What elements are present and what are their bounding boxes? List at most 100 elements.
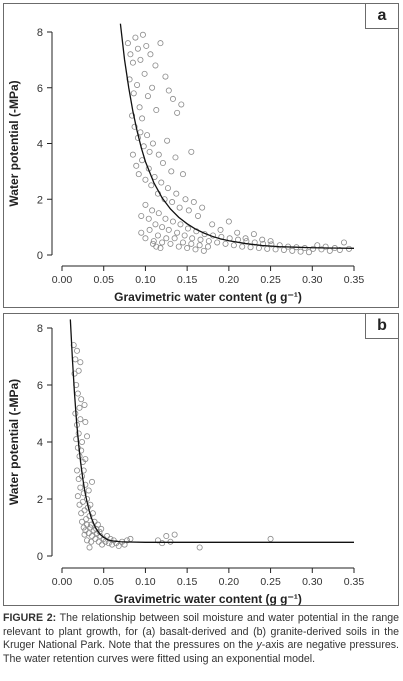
chart-b-x-axis-label: Gravimetric water content (g g⁻¹) — [114, 592, 302, 605]
chart-b-svg: 0 2 4 6 8 0.00 0.05 0.10 0.15 0.20 0.25 0.30 0.35 Gra… — [7, 319, 365, 605]
chart-a-data-point — [149, 207, 156, 214]
chart-b-y-tick-label: 4 — [37, 437, 43, 449]
chart-a-data-point — [129, 151, 136, 158]
chart-a-data-point — [336, 246, 343, 253]
chart-b-y-tick-label: 6 — [37, 380, 43, 392]
chart-a-data-point — [142, 201, 149, 208]
chart-a-data-point — [164, 137, 171, 144]
chart-a-data-point — [189, 235, 196, 242]
chart-b-data-point — [78, 510, 85, 517]
chart-b-data-point — [76, 404, 83, 411]
chart-b-data-point — [78, 447, 85, 454]
chart-a-data-point — [136, 104, 143, 111]
chart-a-data-point — [184, 225, 191, 232]
chart-b-data-point — [159, 540, 166, 547]
chart-b-data-point — [81, 531, 88, 538]
chart-a-data-point — [177, 221, 184, 228]
chart-panel-a: a 0 2 4 6 8 0.00 0.05 0.10 0.15 0.20 0.25 0.30 0.35 G… — [3, 3, 399, 308]
chart-a-data-point — [131, 123, 138, 130]
chart-a-data-point — [239, 243, 246, 250]
chart-a-data-point — [133, 162, 140, 169]
chart-a-data-point — [260, 240, 267, 247]
chart-a-x-tick-label: 0.10 — [135, 274, 156, 286]
chart-a-data-point — [171, 235, 178, 242]
chart-a-data-point — [155, 210, 162, 217]
chart-b-data-point — [74, 347, 81, 354]
chart-b-data-point — [74, 390, 81, 397]
chart-a-fitted-curve — [119, 23, 355, 249]
chart-a-data-point — [134, 45, 141, 52]
chart-b-data-point — [72, 356, 79, 363]
chart-b-x-tick-label: 0.05 — [93, 576, 114, 588]
chart-a-data-point — [190, 199, 197, 206]
chart-a-x-tick-label: 0.00 — [52, 274, 73, 286]
chart-a-x-tick-label: 0.25 — [260, 274, 281, 286]
chart-b-fitted-curve — [69, 319, 354, 543]
chart-a-data-point — [137, 129, 144, 136]
chart-a-data-point — [205, 238, 212, 245]
chart-a-data-point — [326, 247, 333, 254]
chart-a-data-point — [155, 151, 162, 158]
chart-b-data-point — [102, 538, 109, 545]
chart-b-x-tick-label: 0.35 — [344, 576, 365, 588]
chart-a-data-point — [204, 243, 211, 250]
caption-italic: y — [256, 639, 262, 652]
chart-a-data-point — [146, 148, 153, 155]
chart-a-data-point — [297, 248, 304, 255]
chart-a-x-tick-label: 0.20 — [219, 274, 240, 286]
chart-b-data-point — [94, 521, 101, 528]
chart-b-x-tick-label: 0.15 — [177, 576, 198, 588]
chart-b-data-point — [88, 538, 95, 545]
caption-text-1: The relationship between soil moisture a… — [3, 612, 400, 652]
chart-a-data-point — [268, 241, 275, 248]
chart-a-data-point — [167, 240, 174, 247]
chart-a-data-point — [267, 238, 274, 245]
chart-a-data-point — [209, 221, 216, 228]
chart-a-data-point — [179, 171, 186, 178]
chart-a-data-point — [139, 115, 146, 122]
chart-b-data-point — [99, 541, 106, 548]
chart-a-data-point — [192, 246, 199, 253]
chart-a-data-point — [174, 109, 181, 116]
chart-a-data-point — [163, 235, 170, 242]
chart-a-x-tick-label: 0.30 — [302, 274, 323, 286]
chart-b-data-point — [86, 544, 93, 551]
chart-a-data-point — [214, 239, 221, 246]
chart-a-data-point — [137, 56, 144, 63]
chart-a-data-point — [188, 240, 195, 247]
chart-b-data-point — [74, 493, 81, 500]
chart-a-svg: 0 2 4 6 8 0.00 0.05 0.10 0.15 0.20 0.25 0.30 0.35 Gra… — [7, 23, 364, 304]
chart-a-data-point — [184, 245, 191, 252]
chart-a-data-point — [247, 244, 254, 251]
chart-b-y-tick-label: 2 — [37, 494, 43, 506]
chart-a-data-point — [217, 226, 224, 233]
chart-a-data-point — [159, 160, 166, 167]
chart-a-data-point — [168, 168, 175, 175]
chart-b-x-tick-label: 0.25 — [260, 576, 281, 588]
chart-a-data-point — [145, 215, 152, 222]
chart-b-x-tick-label: 0.30 — [302, 576, 323, 588]
chart-a-data-point — [318, 246, 325, 253]
chart-a-data-point — [141, 70, 148, 77]
chart-a-y-tick-label: 4 — [37, 139, 43, 151]
chart-a-data-point — [129, 59, 136, 66]
chart-b-data-point — [77, 416, 84, 423]
chart-a-data-point — [143, 42, 150, 49]
chart-a-data-point — [150, 238, 157, 245]
chart-b-data-point — [171, 531, 178, 538]
chart-b-data-point — [74, 467, 81, 474]
chart-b-data-point — [75, 476, 82, 483]
chart-b-data-point — [79, 498, 86, 505]
chart-a-data-point — [165, 87, 172, 94]
chart-a-data-point — [159, 224, 166, 231]
chart-b-y-tick-label: 8 — [37, 323, 43, 335]
chart-b-data-point — [124, 537, 131, 544]
chart-a-data-point — [149, 84, 156, 91]
chart-a-data-point — [181, 232, 188, 239]
chart-a-data-point — [188, 148, 195, 155]
chart-a-data-point — [175, 243, 182, 250]
chart-a-data-point — [152, 62, 159, 69]
chart-a-data-point — [142, 235, 149, 242]
chart-b-data-point — [84, 537, 91, 544]
chart-a-data-point — [124, 40, 131, 47]
